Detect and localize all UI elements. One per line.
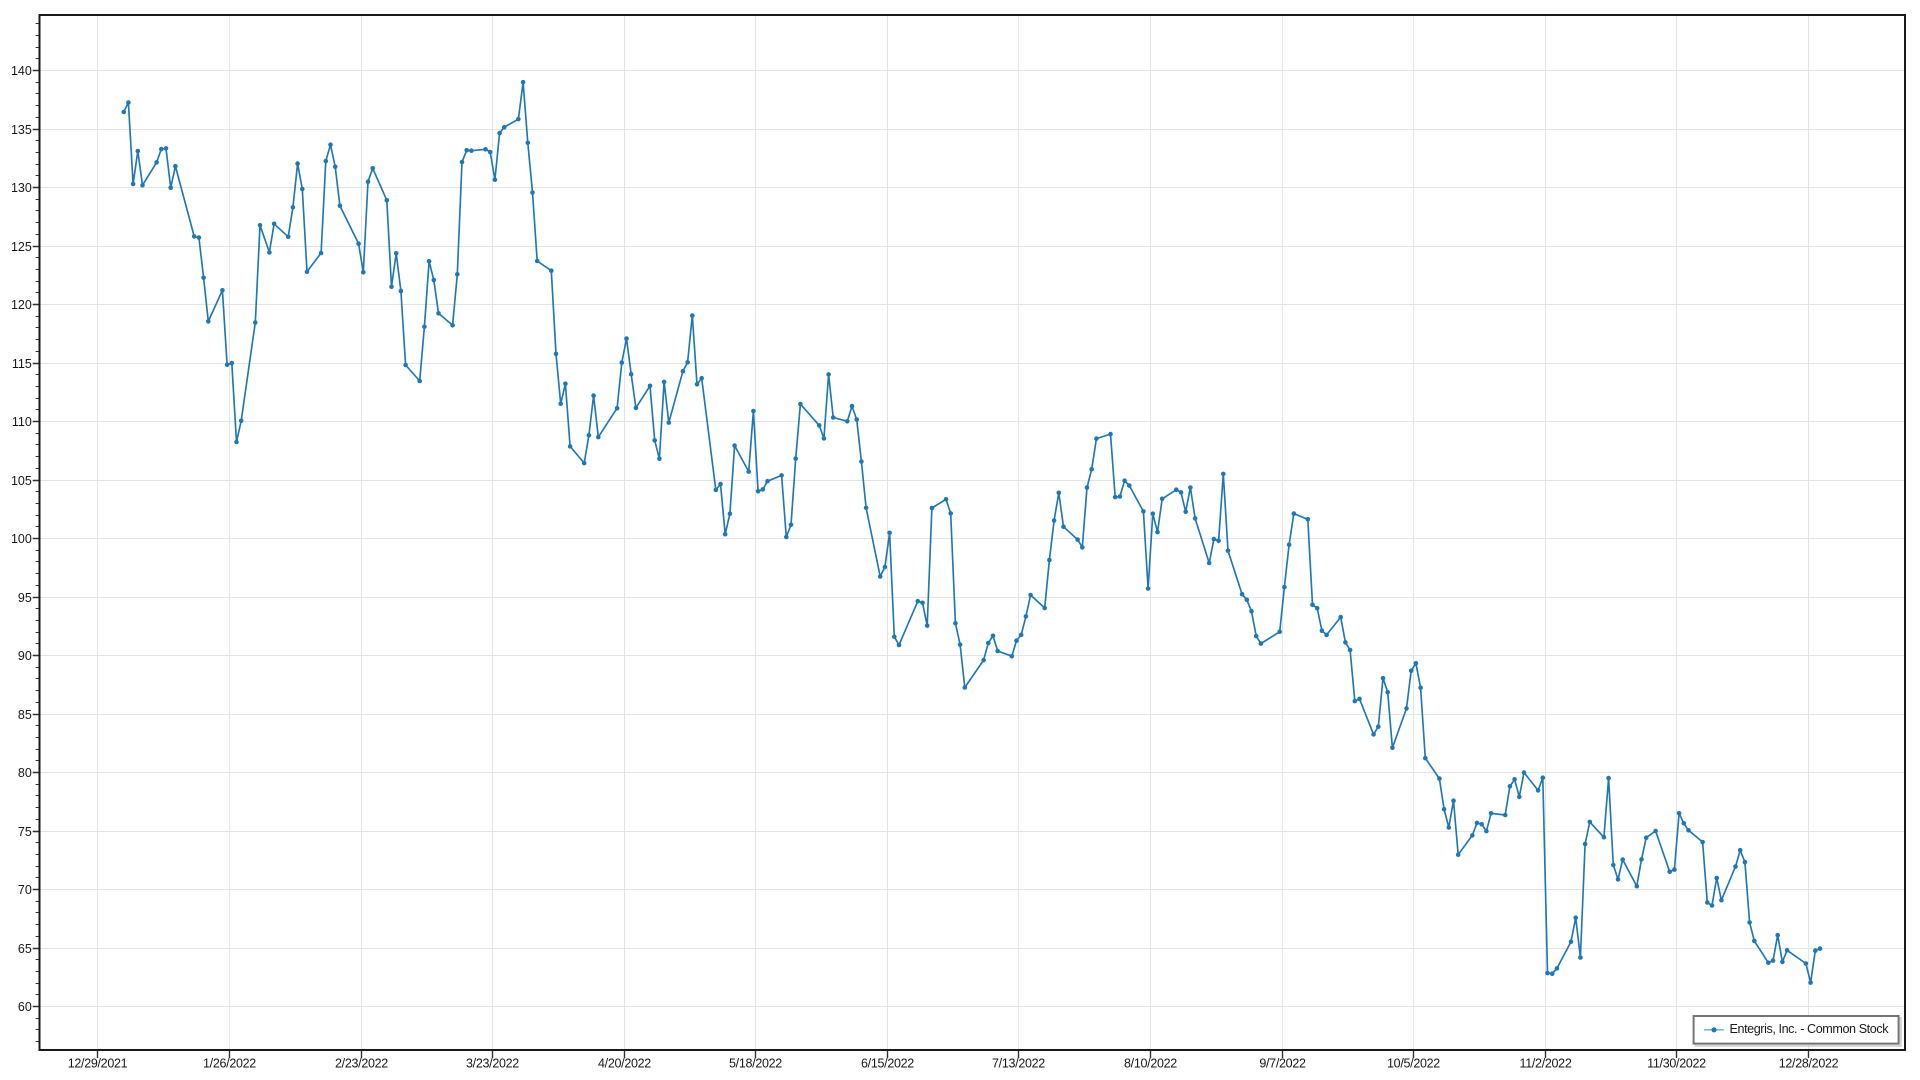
svg-text:12/29/2021: 12/29/2021 xyxy=(68,1057,128,1071)
svg-text:8/10/2022: 8/10/2022 xyxy=(1124,1057,1177,1071)
svg-text:2/23/2022: 2/23/2022 xyxy=(335,1057,388,1071)
svg-text:100: 100 xyxy=(11,532,32,546)
svg-text:7/13/2022: 7/13/2022 xyxy=(992,1057,1045,1071)
svg-text:4/20/2022: 4/20/2022 xyxy=(598,1057,651,1071)
svg-text:125: 125 xyxy=(11,240,32,254)
svg-text:120: 120 xyxy=(11,298,32,312)
svg-text:80: 80 xyxy=(18,766,32,780)
svg-text:10/5/2022: 10/5/2022 xyxy=(1387,1057,1440,1071)
svg-text:95: 95 xyxy=(18,591,32,605)
svg-text:12/28/2022: 12/28/2022 xyxy=(1779,1057,1839,1071)
svg-text:115: 115 xyxy=(12,357,32,371)
svg-text:90: 90 xyxy=(18,649,32,663)
svg-text:1/26/2022: 1/26/2022 xyxy=(203,1057,256,1071)
svg-text:9/7/2022: 9/7/2022 xyxy=(1259,1057,1306,1071)
svg-text:135: 135 xyxy=(11,123,32,137)
svg-text:3/23/2022: 3/23/2022 xyxy=(466,1057,519,1071)
svg-text:60: 60 xyxy=(18,1000,32,1014)
svg-text:75: 75 xyxy=(18,825,32,839)
svg-text:Entegris, Inc. - Common Stock: Entegris, Inc. - Common Stock xyxy=(1730,1022,1890,1036)
svg-text:5/18/2022: 5/18/2022 xyxy=(729,1057,782,1071)
svg-text:110: 110 xyxy=(12,415,32,429)
svg-text:130: 130 xyxy=(11,181,32,195)
svg-text:65: 65 xyxy=(18,942,32,956)
svg-text:105: 105 xyxy=(11,474,32,488)
svg-text:85: 85 xyxy=(18,708,32,722)
svg-text:11/2/2022: 11/2/2022 xyxy=(1520,1057,1572,1071)
svg-text:6/15/2022: 6/15/2022 xyxy=(861,1057,914,1071)
svg-text:11/30/2022: 11/30/2022 xyxy=(1647,1057,1706,1071)
svg-text:70: 70 xyxy=(18,883,32,897)
svg-text:140: 140 xyxy=(11,64,32,78)
